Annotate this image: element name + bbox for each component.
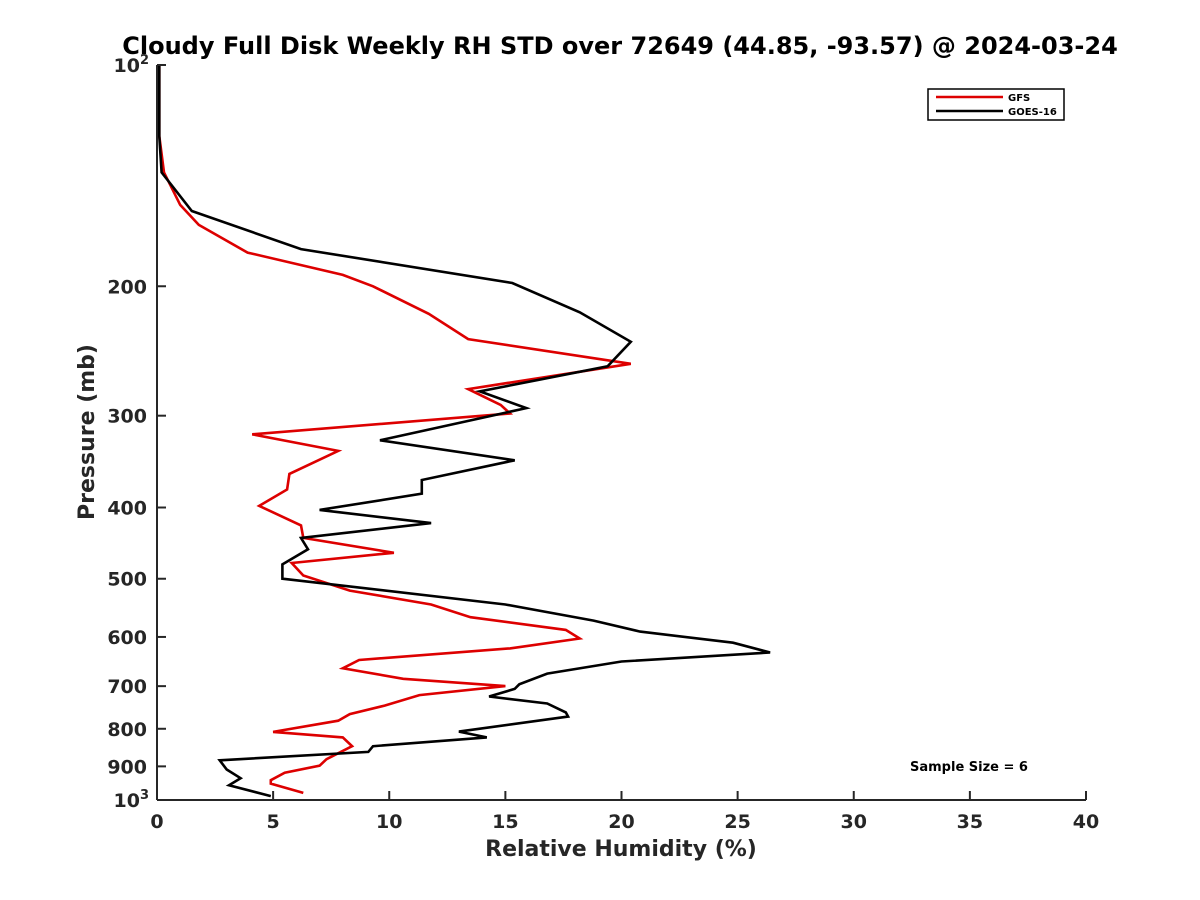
y-axis-label: Pressure (mb) [75, 344, 100, 520]
y-tick-label: 600 [107, 627, 147, 649]
y-tick-label: 300 [107, 406, 147, 428]
legend-box [927, 88, 1065, 121]
x-axis-label: Relative Humidity (%) [485, 837, 757, 862]
x-tick-label: 25 [724, 811, 750, 833]
x-tick-label: 30 [841, 811, 867, 833]
y-tick-label: 800 [107, 719, 147, 741]
x-tick-label: 15 [492, 811, 518, 833]
y-tick-label: 200 [107, 276, 147, 298]
x-tick-label: 20 [608, 811, 634, 833]
x-tick-label: 40 [1073, 811, 1099, 833]
y-tick-label: 900 [107, 756, 147, 778]
y-tick-label: 400 [107, 498, 147, 520]
y-ticks: 200 300 400 500 600 700 800 900 102 103 [107, 53, 166, 812]
sample-size-annotation: Sample Size = 6 [910, 760, 1028, 775]
x-tick-label: 10 [376, 811, 402, 833]
legend: GFS GOES-16 [927, 88, 1065, 121]
chart-title: Cloudy Full Disk Weekly RH STD over 7264… [122, 32, 1118, 60]
y-tick-label: 500 [107, 569, 147, 591]
x-tick-label: 0 [150, 811, 163, 833]
x-ticks: 0 5 10 15 20 25 30 35 40 [150, 791, 1099, 833]
series-line-goes-16 [158, 65, 771, 798]
legend-label-gfs: GFS [1008, 93, 1030, 104]
series-lines [158, 65, 771, 798]
legend-label-goes-16: GOES-16 [1008, 107, 1057, 118]
y-tick-label: 700 [107, 676, 147, 698]
x-tick-label: 5 [267, 811, 280, 833]
x-tick-label: 35 [957, 811, 983, 833]
y-tick-label-power: 102 [114, 53, 150, 77]
y-tick-label-power: 103 [114, 788, 150, 812]
series-line-gfs [158, 65, 631, 795]
